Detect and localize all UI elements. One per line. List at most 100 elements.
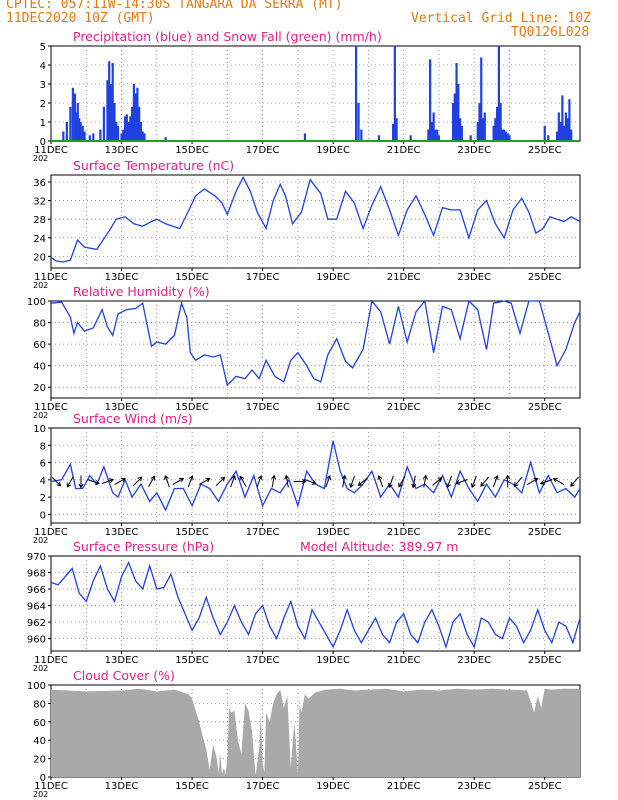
wind-arrow — [164, 474, 170, 488]
precip-bar — [81, 125, 84, 141]
precip-bar — [134, 93, 137, 141]
wind-arrow-shaft — [285, 475, 289, 488]
wind-arrow — [539, 479, 553, 485]
y-tick-label: 4 — [40, 61, 46, 72]
wind-arrow — [411, 475, 417, 489]
wind-arrow-shaft — [378, 475, 384, 488]
y-tick-label: 964 — [27, 602, 46, 613]
wind-arrow — [293, 479, 307, 485]
precip-bar — [460, 125, 463, 141]
panel-frame — [50, 427, 581, 524]
x-tick-label: 21DEC — [387, 272, 421, 283]
model-code: TQ0126L028 — [511, 25, 590, 40]
x-tick-label: 25DEC — [528, 781, 562, 792]
panel-title: Relative Humidity (%) — [73, 284, 210, 299]
panel-annotation: Model Altitude: 389.97 m — [300, 539, 458, 554]
precip-bar — [555, 131, 559, 141]
wind-arrow — [432, 477, 443, 486]
wind-arrow-shaft — [456, 479, 468, 485]
precip-bar — [106, 80, 109, 141]
x-tick-label: 21DEC — [387, 527, 421, 538]
wind-arrow-head — [108, 478, 114, 483]
panel-precip: 0 1 2 3 4 5 11DEC 13DEC 15DEC 17DEC 19DEC 21DEC 23DE… — [33, 29, 581, 163]
wind-arrow-shaft — [446, 475, 453, 488]
x-tick-label: 19DEC — [316, 781, 350, 792]
x-tick-label: 23DEC — [457, 527, 491, 538]
wind-arrow — [377, 474, 384, 488]
x-tick-label: 13DEC — [105, 781, 139, 792]
wind-arrow-shaft — [480, 476, 490, 487]
x-tick-label: 17DEC — [246, 781, 280, 792]
y-tick-label: 36 — [33, 178, 46, 189]
x-tick-label: 23DEC — [457, 655, 491, 666]
wind-arrow-head — [220, 476, 226, 482]
wind-arrow-shaft — [148, 476, 155, 487]
y-tick-label: 24 — [33, 234, 46, 245]
wind-arrow — [198, 477, 211, 485]
precip-bar — [99, 129, 102, 141]
wind-arrow-head — [301, 479, 307, 485]
precip-bar — [409, 135, 412, 141]
x-tick-label: 11DEC — [34, 527, 68, 538]
wind-arrow — [304, 479, 317, 485]
y-tick-label: 0 — [40, 510, 46, 521]
panel-title: Surface Wind (m/s) — [73, 411, 193, 426]
precip-bar — [434, 129, 437, 141]
y-tick-label: 960 — [27, 635, 46, 646]
x-tick-label: 11DEC — [34, 145, 68, 156]
x-tick-label: 15DEC — [175, 272, 209, 283]
panel-frame — [50, 555, 581, 652]
x-tick-label: 15DEC — [175, 527, 209, 538]
wind-arrow-head — [539, 480, 545, 485]
precip-bar — [481, 118, 485, 141]
wind-arrow — [480, 476, 490, 487]
precip-bar — [503, 129, 506, 141]
wind-arrow-head — [470, 483, 476, 489]
x-year-label: 202 — [33, 790, 48, 799]
panel-title: Cloud Cover (%) — [73, 668, 175, 683]
wind-arrow — [271, 474, 277, 488]
y-tick-label: 966 — [27, 585, 46, 596]
wind-arrow-shaft — [239, 476, 247, 487]
wind-arrow-head — [411, 483, 417, 489]
panel-humidity: 20 40 60 80 100 11DEC 13DEC 15DEC 17DEC 19DEC 21DE… — [27, 284, 581, 420]
precip-bar — [458, 118, 462, 141]
precip-bar — [164, 137, 167, 141]
y-tick-label: 10 — [33, 424, 46, 435]
wind-arrow-head — [271, 474, 277, 480]
precip-bar — [357, 103, 360, 141]
y-tick-label: 962 — [27, 618, 46, 629]
precip-bar — [75, 112, 78, 141]
y-tick-label: 970 — [27, 552, 46, 563]
x-tick-label: 15DEC — [175, 145, 209, 156]
x-tick-label: 11DEC — [34, 272, 68, 283]
wind-arrow-shaft — [398, 476, 406, 487]
precip-bar — [88, 135, 91, 141]
wind-arrow-shaft — [164, 475, 170, 488]
wind-arrow — [357, 477, 369, 487]
precip-bar — [499, 103, 502, 141]
precip-bar — [564, 112, 567, 141]
y-tick-label: 28 — [33, 215, 46, 226]
y-tick-label: 6 — [40, 459, 46, 470]
wind-arrow-head — [311, 480, 317, 485]
precip-bar — [570, 129, 573, 141]
wind-arrow — [570, 476, 579, 487]
panel-wind: 0 2 4 6 8 10 11DEC 13DEC 15DEC 17DEC 19DEC 21DEC 23D… — [33, 411, 581, 545]
wind-arrow-head — [493, 474, 499, 481]
panel-frame — [50, 300, 581, 399]
y-tick-label: 2 — [40, 99, 46, 110]
precip-bar — [102, 106, 105, 141]
x-tick-label: 11DEC — [34, 781, 68, 792]
vertical-grid-note: Vertical Grid Line: 10Z — [411, 11, 592, 26]
precip-bar — [360, 129, 363, 141]
precip-bar — [436, 129, 439, 141]
wind-arrow-shaft — [514, 476, 523, 487]
y-tick-label: 3 — [40, 80, 46, 91]
wind-arrow-head — [205, 477, 211, 483]
wind-arrow-head — [78, 483, 84, 489]
wind-arrow — [148, 475, 156, 487]
wind-arrow-shaft — [66, 476, 74, 487]
x-tick-label: 19DEC — [316, 655, 350, 666]
